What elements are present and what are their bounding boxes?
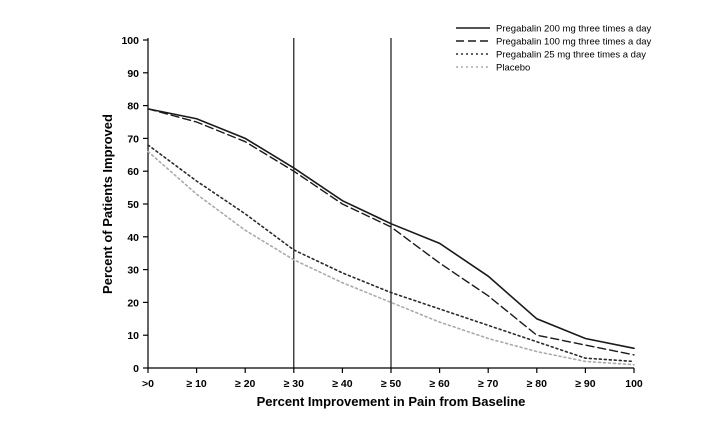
y-axis-label: Percent of Patients Improved bbox=[100, 114, 115, 294]
legend-item-label: Pregabalin 100 mg three times a day bbox=[496, 37, 652, 48]
legend-item-label: Placebo bbox=[496, 63, 530, 74]
y-tick-label: 40 bbox=[127, 232, 139, 244]
y-tick-label: 0 bbox=[133, 363, 139, 375]
x-tick-label: ≥ 30 bbox=[284, 378, 305, 390]
y-tick-label: 30 bbox=[127, 265, 139, 277]
y-tick-label: 60 bbox=[127, 166, 139, 178]
x-tick-label: ≥ 60 bbox=[429, 378, 450, 390]
legend-item: Pregabalin 200 mg three times a day bbox=[456, 24, 652, 35]
legend: Pregabalin 200 mg three times a day Prega… bbox=[456, 24, 652, 74]
x-tick-label: ≥ 90 bbox=[575, 378, 596, 390]
x-tick-label: >0 bbox=[142, 378, 154, 390]
x-tick-label: ≥ 10 bbox=[186, 378, 207, 390]
plot-area: 0 10 20 30 40 50 60 70 80 90 100 >0 ≥ 10 ≥ 20 ≥ 30 ≥ 40… bbox=[121, 35, 642, 390]
series-line-3 bbox=[147, 150, 635, 366]
y-tick-label: 20 bbox=[127, 297, 139, 309]
y-tick-label: 100 bbox=[121, 35, 139, 47]
legend-item: Pregabalin 25 mg three times a day bbox=[456, 50, 646, 61]
legend-item: Placebo bbox=[456, 63, 530, 74]
x-tick-label: 100 bbox=[625, 378, 643, 390]
series-line-2 bbox=[147, 144, 635, 363]
x-tick-label: ≥ 20 bbox=[235, 378, 256, 390]
legend-item: Pregabalin 100 mg three times a day bbox=[456, 37, 652, 48]
x-tick-label: ≥ 80 bbox=[527, 378, 548, 390]
y-tick-label: 90 bbox=[127, 68, 139, 80]
legend-item-label: Pregabalin 25 mg three times a day bbox=[496, 50, 646, 61]
y-tick-label: 50 bbox=[127, 199, 139, 211]
x-tick-label: ≥ 50 bbox=[381, 378, 402, 390]
y-tick-label: 70 bbox=[127, 133, 139, 145]
x-tick-label: ≥ 70 bbox=[478, 378, 499, 390]
x-axis-label: Percent Improvement in Pain from Baselin… bbox=[257, 394, 526, 409]
y-tick-label: 10 bbox=[127, 330, 139, 342]
y-tick-label: 80 bbox=[127, 101, 139, 113]
legend-item-label: Pregabalin 200 mg three times a day bbox=[496, 24, 652, 35]
series-line-1 bbox=[147, 108, 635, 356]
x-tick-label: ≥ 40 bbox=[332, 378, 353, 390]
series-line-0 bbox=[147, 108, 635, 350]
